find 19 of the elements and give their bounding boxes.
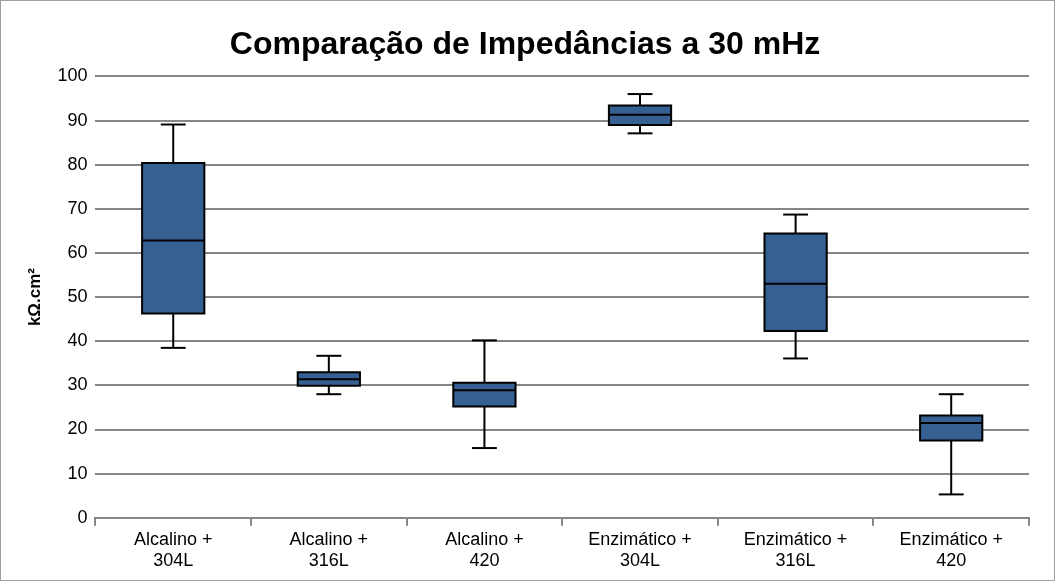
x-tick-label: Enzimático + 304L — [588, 528, 692, 571]
x-tick-label: Enzimático + 316L — [743, 528, 848, 571]
y-tick-label: 30 — [67, 374, 88, 395]
y-tick-label: 80 — [67, 153, 88, 174]
x-tick-label: Alcalino + 316L — [289, 528, 369, 571]
y-tick-label: 10 — [67, 462, 88, 483]
y-tick-label: 100 — [57, 65, 88, 86]
y-tick-label: 0 — [77, 506, 88, 527]
y-tick-label: 60 — [67, 241, 88, 262]
y-tick-label: 70 — [67, 197, 88, 218]
y-tick-label: 20 — [67, 418, 88, 439]
y-tick-label: 50 — [67, 286, 88, 307]
x-tick-label: Alcalino + 304L — [133, 528, 213, 571]
y-tick-label: 40 — [67, 330, 88, 351]
x-tick-label: Enzimático + 420 — [899, 528, 1003, 571]
y-tick-label: 90 — [67, 109, 88, 130]
y-axis-title: kΩ.cm² — [24, 267, 44, 327]
chart-title: Comparação de Impedâncias a 30 mHz — [229, 25, 821, 62]
x-tick-label: Alcalino + 420 — [445, 528, 524, 571]
